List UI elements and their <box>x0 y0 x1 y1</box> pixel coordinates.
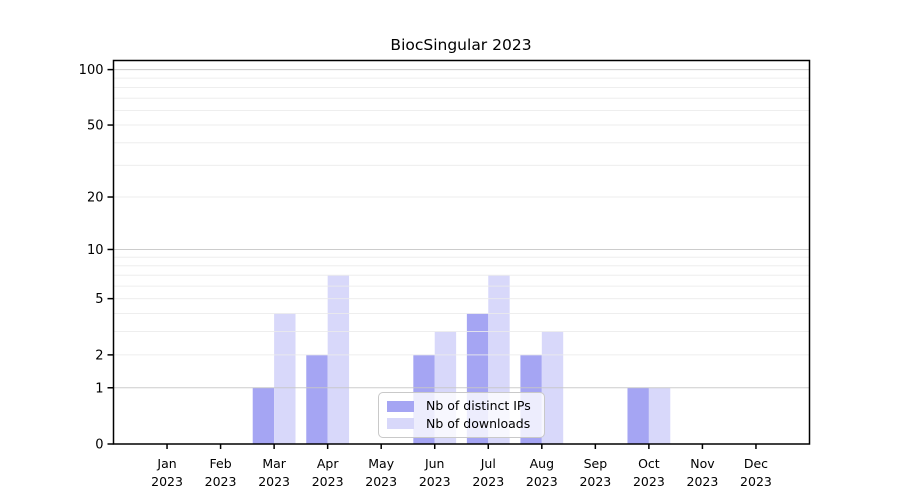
bar-distinct-ips <box>252 387 275 444</box>
legend-item-downloads: Nb of downloads <box>387 415 536 431</box>
legend: Nb of distinct IPs Nb of downloads <box>378 392 545 438</box>
legend-label-distinct-ips: Nb of distinct IPs <box>426 398 531 413</box>
x-tick-label-month: Dec <box>744 456 768 471</box>
x-tick-label-year: 2023 <box>312 474 344 489</box>
x-tick-label-month: Sep <box>584 456 608 471</box>
x-tick-label-year: 2023 <box>419 474 451 489</box>
chart-title: BiocSingular 2023 <box>390 36 532 54</box>
y-tick-label: 20 <box>87 191 104 206</box>
bar-distinct-ips <box>306 354 328 444</box>
x-tick-label-month: Jul <box>480 456 496 471</box>
x-tick-label-year: 2023 <box>151 474 183 489</box>
x-tick-label-year: 2023 <box>205 474 237 489</box>
x-tick-label-year: 2023 <box>258 474 290 489</box>
x-tick-label-month: Apr <box>317 456 339 471</box>
y-tick-label: 100 <box>79 63 104 78</box>
x-tick-label-month: Jun <box>424 456 445 471</box>
legend-swatch-downloads-icon <box>387 418 414 430</box>
x-tick-label-month: May <box>368 456 394 471</box>
x-tick-label-month: Mar <box>262 456 286 471</box>
y-tick-label: 0 <box>95 438 103 453</box>
y-tick-label: 5 <box>95 292 103 307</box>
x-tick-label-year: 2023 <box>633 474 665 489</box>
x-tick-label-year: 2023 <box>579 474 611 489</box>
x-tick-label-year: 2023 <box>526 474 558 489</box>
legend-label-downloads: Nb of downloads <box>426 415 531 431</box>
y-tick-label: 10 <box>87 243 104 258</box>
legend-item-distinct-ips: Nb of distinct IPs <box>387 398 536 413</box>
x-tick-label-year: 2023 <box>687 474 719 489</box>
plot-border <box>112 59 811 445</box>
bar-downloads <box>648 387 671 444</box>
y-tick-label: 1 <box>95 381 103 396</box>
x-tick-label-month: Feb <box>210 456 232 471</box>
y-tick-label: 50 <box>87 119 104 134</box>
bar-downloads <box>274 313 296 444</box>
x-tick-label-month: Nov <box>690 456 715 471</box>
x-tick-label-year: 2023 <box>472 474 504 489</box>
x-tick-label-month: Oct <box>638 456 660 471</box>
x-tick-label-year: 2023 <box>365 474 397 489</box>
bar-distinct-ips <box>627 387 649 444</box>
x-tick-label-month: Aug <box>530 456 554 471</box>
x-tick-label-year: 2023 <box>740 474 772 489</box>
y-tick-label: 2 <box>95 348 103 363</box>
legend-swatch-distinct-ips-icon <box>387 400 414 412</box>
x-tick-label-month: Jan <box>156 456 176 471</box>
bar-downloads <box>327 275 350 444</box>
